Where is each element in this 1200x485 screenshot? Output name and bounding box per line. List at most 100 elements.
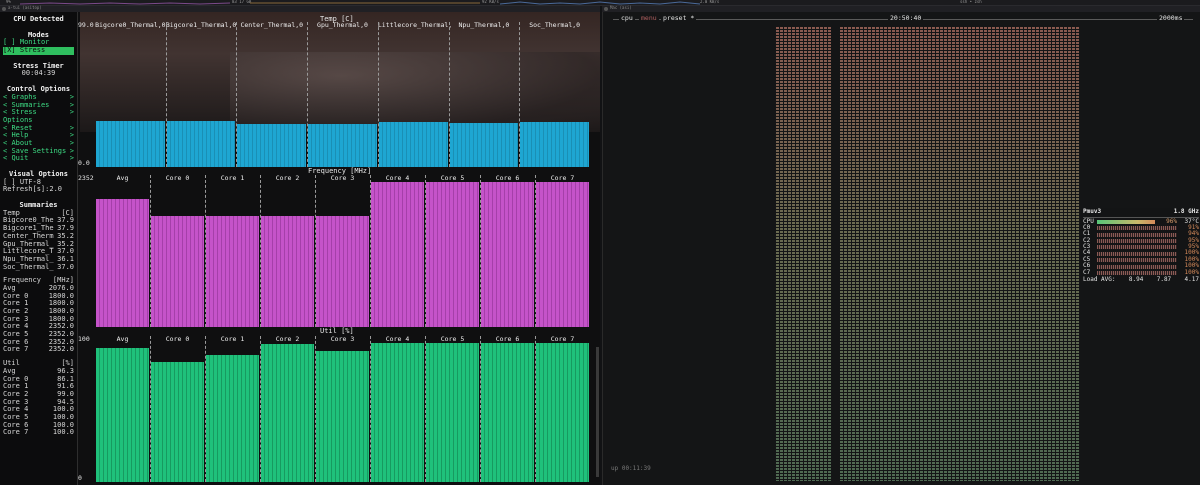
- chart-bar: [316, 350, 369, 482]
- temp-summary-list: Bigcore0_The 37.9 Bigcore1_The 37.9 Center_T…: [3, 217, 74, 271]
- chart-bar: [371, 182, 424, 327]
- menu-button[interactable]: menu: [639, 14, 659, 23]
- chart-column-label: Core 0: [165, 335, 190, 343]
- chart-bar: [481, 182, 534, 327]
- column-divider: [425, 175, 426, 327]
- menu-reset[interactable]: < Reset >: [3, 123, 74, 132]
- control-options-title: Control Options: [6, 85, 71, 94]
- util-summary-row: Core 7 100.0: [3, 428, 74, 437]
- chart-column-label: Core 0: [165, 174, 190, 182]
- util-summary-row: Core 4 100.0: [3, 405, 74, 414]
- column-divider: [236, 22, 238, 167]
- column-divider: [307, 22, 309, 167]
- chart-bar: [481, 343, 534, 482]
- system-menubar: 9% 83 17 GB 92 KB/s 2.0 KB/s ssh • zsh: [0, 0, 1200, 6]
- column-divider: [315, 336, 316, 482]
- chart-column-label: Core 6: [495, 174, 520, 182]
- core-row: C2 95%: [1083, 236, 1199, 244]
- chart-bar: [96, 120, 165, 167]
- mode-monitor[interactable]: [ ] Monitor: [3, 38, 50, 47]
- y-axis-max-label: 100: [78, 335, 90, 343]
- chart-bar: [426, 182, 479, 327]
- temp-summary-row: Npu_Thermal_ 36.1: [3, 254, 74, 263]
- btop-clock: 20:50:40: [888, 14, 924, 23]
- temp-summary-row: Soc_Thermal_ 37.0: [3, 262, 74, 271]
- util-summary-row: Core 2 99.0: [3, 389, 74, 398]
- right-window-titlebar[interactable]: Mac (asi): [602, 5, 1200, 12]
- temp-header: Temp [C]: [3, 208, 74, 217]
- cpu-total-row: CPU 96% 37°C: [1083, 217, 1199, 225]
- chart-bar: [426, 343, 479, 482]
- window-close-icon[interactable]: [2, 7, 6, 11]
- column-divider: [448, 22, 450, 167]
- right-window-title: Mac (asi): [610, 5, 632, 10]
- util-summary-list: Avg 96.3 Core 0 86.1 Core 1 91.6 Core 2 99.0 Cor…: [3, 366, 74, 437]
- update-interval[interactable]: 2000ms: [1157, 14, 1185, 23]
- chart-column-label: Core 5: [440, 335, 465, 343]
- chart-bar: [308, 123, 377, 167]
- util-summary-row: Avg 96.3: [3, 366, 74, 375]
- chart-column-label: Center_Thermal,0: [240, 21, 304, 29]
- btop-cpu-header: cpu menu preset * 20:50:40 2000ms: [613, 14, 1193, 23]
- chart-column-label: Core 1: [220, 335, 245, 343]
- chart-bar: [96, 199, 149, 327]
- menu-quit[interactable]: < Quit >: [3, 154, 74, 163]
- y-axis-min-label: 0.0: [78, 159, 90, 167]
- scrollbar[interactable]: [596, 347, 599, 477]
- core-row: C3 95%: [1083, 243, 1199, 251]
- chart-bar: [151, 216, 204, 327]
- core-row: C6 100%: [1083, 262, 1199, 270]
- freq-summary-row: Core 3 1800.0: [3, 314, 74, 323]
- freq-header: Frequency [MHz]: [3, 276, 74, 285]
- chart-column-label: Bigcore0_Thermal,0: [95, 21, 166, 29]
- preset-button[interactable]: preset *: [661, 14, 697, 23]
- utf8-checkbox[interactable]: [ ] UTF-8: [3, 177, 41, 186]
- chart-bar: [206, 216, 259, 327]
- column-divider: [150, 175, 151, 327]
- chart-column-label: Littlecore_Thermal,: [377, 21, 453, 29]
- util-summary-row: Core 3 94.5: [3, 397, 74, 406]
- temp-summary-row: Gpu_Thermal_ 35.2: [3, 239, 74, 248]
- refresh-input[interactable]: Refresh[s]:2.0: [3, 185, 63, 194]
- freq-summary-row: Core 4 2352.0: [3, 322, 74, 331]
- chart-column-label: Core 3: [330, 335, 355, 343]
- menu-save-settings[interactable]: < Save Settings >: [3, 146, 74, 155]
- chart-bar: [536, 182, 589, 327]
- chart-column-label: Core 7: [550, 174, 575, 182]
- btop-window: cpu menu preset * 20:50:40 2000ms up 00:…: [602, 12, 1200, 485]
- background-photo-highlight: [230, 52, 600, 132]
- chart-column-label: Core 2: [275, 335, 300, 343]
- chart-title: Temp [C]: [320, 15, 354, 23]
- cpu-box-label: cpu: [619, 14, 635, 23]
- chart-column-label: Core 2: [275, 174, 300, 182]
- column-divider: [150, 336, 151, 482]
- core-row: C4 100%: [1083, 249, 1199, 257]
- menu-stress-options[interactable]: < Stress Options >: [3, 108, 74, 124]
- chart-column-label: Gpu_Thermal,0: [317, 21, 368, 29]
- menubar-net-up: 92 KB/s: [482, 0, 499, 4]
- temp-summary-row: Center_Therm 35.2: [3, 231, 74, 240]
- column-divider: [260, 175, 261, 327]
- column-divider: [205, 336, 206, 482]
- menu-graphs[interactable]: < Graphs >: [3, 92, 74, 101]
- summaries-title: Summaries: [19, 201, 58, 210]
- chart-column-label: Core 6: [495, 335, 520, 343]
- left-window-titlebar[interactable]: a-tui (asitop): [0, 5, 600, 12]
- chart-bar: [166, 120, 236, 167]
- chart-bar: [520, 121, 589, 167]
- modes-title: Modes: [27, 30, 50, 39]
- chart-column-label: Avg: [116, 335, 129, 343]
- column-divider: [205, 175, 206, 327]
- window-close-icon[interactable]: [604, 7, 608, 11]
- column-divider: [260, 336, 261, 482]
- column-divider: [315, 175, 316, 327]
- cpu-freq: 1.8 GHz: [1173, 208, 1199, 215]
- menu-help[interactable]: < Help >: [3, 131, 74, 140]
- column-divider: [480, 175, 481, 327]
- mode-stress[interactable]: [X] Stress: [3, 46, 74, 55]
- menu-about[interactable]: < About >: [3, 138, 74, 147]
- util-summary-row: Core 6 100.0: [3, 420, 74, 429]
- s-tui-sidebar: CPU Detected Modes [ ] Monitor [X] Stres…: [0, 12, 78, 485]
- menu-summaries[interactable]: < Summaries >: [3, 100, 74, 109]
